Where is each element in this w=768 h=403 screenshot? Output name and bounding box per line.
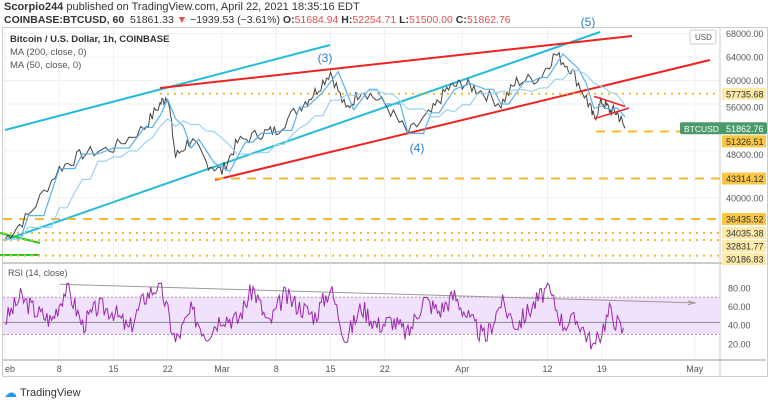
low-value: 51500.00 — [409, 14, 453, 26]
wave-label: (3) — [318, 51, 333, 65]
level-label: 36435.52 — [726, 214, 764, 224]
ma50-line — [5, 53, 626, 240]
level-label: 30186.83 — [726, 255, 764, 265]
last-price-tag — [680, 122, 767, 135]
level-tag — [722, 135, 766, 148]
o-label: O: — [282, 14, 295, 26]
down-arrow-icon: ▼ — [176, 14, 188, 26]
h-label: H: — [341, 14, 353, 26]
time-axis-label: 15 — [108, 364, 118, 374]
price-axis-label: 40000.00 — [726, 194, 764, 204]
level-label: 34035.38 — [726, 229, 764, 239]
time-axis-label: 22 — [380, 364, 390, 374]
time-axis-label: eb — [5, 364, 15, 374]
tradingview-logo-icon: ☁ — [4, 385, 17, 400]
time-axis-label: 19 — [597, 364, 607, 374]
time-axis-label: May — [686, 364, 704, 374]
time-axis-label: 15 — [325, 364, 335, 374]
symbol-bar: COINBASE:BTCUSD, 60 51861.33 ▼ −1939.53 … — [4, 14, 511, 26]
level-tag — [722, 87, 766, 100]
high-value: 52254.71 — [352, 14, 397, 26]
wave-label: (4) — [410, 141, 425, 155]
rsi-axis-label: 60.00 — [728, 302, 751, 312]
price-axis-label: 60000.00 — [726, 76, 764, 86]
rsi-trendline-arrow-icon — [687, 300, 697, 306]
level-tag — [722, 253, 766, 266]
currency-label: USD — [695, 33, 712, 42]
ma200-line — [5, 69, 626, 240]
last-price-value: 51862.76 — [726, 124, 764, 134]
tradingview-footer[interactable]: ☁ TradingView — [4, 385, 81, 401]
channel-lower-cyan — [4, 31, 601, 241]
time-axis-label: Apr — [455, 364, 469, 374]
last-price: 51861.33 — [130, 14, 174, 26]
red-trendline-lower — [214, 59, 711, 181]
l-label: L: — [399, 14, 410, 26]
price-series — [4, 51, 626, 240]
rsi-axis-label: 20.00 — [728, 339, 751, 349]
green-line — [0, 232, 41, 244]
level-label: 32831.77 — [726, 242, 764, 252]
triangle-upper-line — [593, 95, 626, 108]
time-axis-label: 12 — [542, 364, 552, 374]
symbol: COINBASE:BTCUSD, 60 — [4, 14, 125, 26]
price-axis-label: 56000.00 — [726, 102, 764, 112]
c-label: C: — [455, 14, 467, 26]
legend-ma50[interactable]: MA (50, close, 0) — [10, 60, 82, 71]
price-axis-label: 48000.00 — [726, 150, 764, 160]
rsi-axis-label: 80.00 — [728, 284, 751, 294]
level-tag — [722, 212, 766, 225]
change: −1939.53 (−3.61%) — [190, 14, 280, 26]
publish-info: Scorpio244 published on TradingView.com,… — [4, 1, 360, 13]
level-label: 57735.68 — [726, 89, 764, 99]
publish-text: published on TradingView.com, April 22, … — [66, 1, 360, 13]
time-axis-label: 22 — [163, 364, 173, 374]
last-price-symbol: BTCUSD — [684, 124, 719, 134]
price-axis-label: 64000.00 — [726, 53, 764, 63]
author[interactable]: Scorpio244 — [4, 1, 64, 13]
time-axis-label: 8 — [57, 364, 62, 374]
time-axis-label: Mar — [214, 364, 230, 374]
open-value: 51684.94 — [294, 14, 339, 26]
red-trendline-upper — [159, 35, 633, 89]
legend-title: Bitcoin / U.S. Dollar, 1h, COINBASE — [10, 34, 170, 45]
level-tag — [722, 172, 766, 185]
time-axis-label: 8 — [274, 364, 279, 374]
triangle-lower-line — [593, 107, 630, 120]
currency-box — [689, 29, 717, 45]
close-value: 51862.76 — [466, 14, 511, 26]
legend-ma200[interactable]: MA (200, close, 0) — [10, 47, 87, 58]
rsi-trendline — [59, 283, 696, 304]
chart-legend: Bitcoin / U.S. Dollar, 1h, COINBASE MA (… — [10, 33, 169, 72]
footer-brand: TradingView — [20, 387, 81, 399]
level-tag — [722, 227, 766, 240]
rsi-series — [5, 282, 624, 350]
level-label: 43314.12 — [726, 174, 764, 184]
level-label: 51326.51 — [726, 137, 764, 147]
wave-label: (5) — [581, 15, 596, 29]
level-tag — [722, 240, 766, 253]
price-axis-label: 68000.00 — [726, 29, 764, 39]
rsi-axis-label: 40.00 — [728, 321, 751, 331]
rsi-legend[interactable]: RSI (14, close) — [8, 268, 68, 278]
